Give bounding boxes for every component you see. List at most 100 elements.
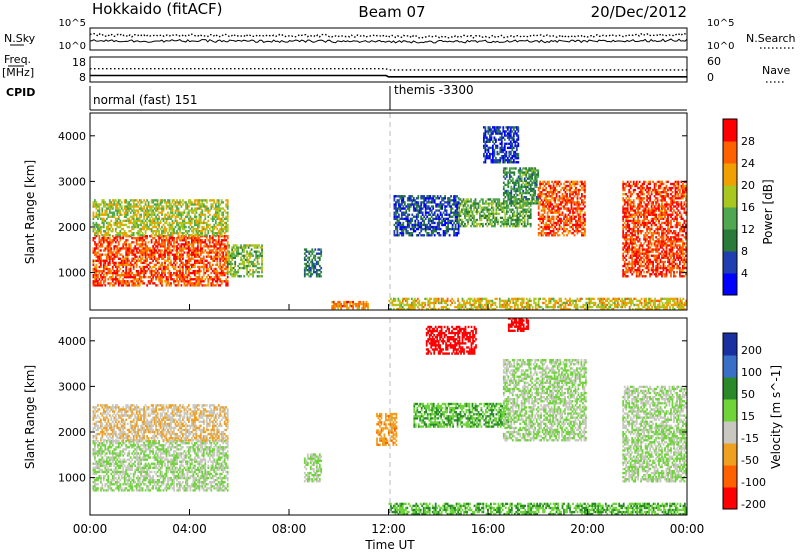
scatter-cell (489, 222, 492, 226)
scatter-cell (315, 260, 318, 264)
scatter-cell (572, 197, 574, 200)
scatter-cell (171, 201, 174, 204)
scatter-cell (427, 227, 430, 231)
scatter-cell (510, 167, 513, 170)
scatter-cell (495, 161, 497, 164)
scatter-cell (458, 212, 460, 215)
scatter-cell (146, 205, 148, 208)
scatter-cell (445, 217, 448, 221)
scatter-cell (247, 252, 250, 255)
scatter-cell (486, 144, 488, 148)
scatter-cell (176, 261, 178, 265)
scatter-cell (199, 232, 202, 235)
scatter-cell (500, 134, 503, 137)
scatter-cell (411, 232, 414, 235)
scatter-cell (523, 191, 526, 195)
scatter-cell (399, 205, 402, 208)
scatter-cell (564, 203, 567, 206)
scatter-cell (219, 245, 222, 248)
scatter-cell (173, 239, 175, 242)
scatter-cell (222, 219, 225, 223)
scatter-cell (135, 199, 138, 202)
scatter-cell (438, 225, 441, 229)
scatter-cell (438, 219, 441, 223)
scatter-cell (198, 274, 201, 277)
scatter-cell (514, 189, 517, 193)
scatter-cell (179, 259, 181, 262)
scatter-cell (447, 197, 449, 200)
scatter-cell (105, 211, 108, 214)
scatter-cell (123, 215, 126, 218)
scatter-cell (168, 234, 171, 237)
scatter-cell (436, 209, 439, 212)
scatter-cell (162, 207, 165, 210)
scatter-cell (497, 159, 500, 162)
scatter-cell (182, 265, 184, 269)
scatter-cell (210, 257, 213, 260)
scatter-cell (168, 274, 171, 277)
scatter-cell (110, 201, 113, 204)
scatter-cell (516, 222, 519, 226)
scatter-cell (505, 220, 508, 224)
scatter-cell (570, 219, 573, 223)
scatter-cell (493, 148, 496, 152)
scatter-cell (120, 221, 123, 225)
scatter-cell (570, 207, 573, 210)
scatter-cell (491, 206, 493, 209)
scatter-cell (231, 273, 234, 276)
scatter-cell (514, 179, 517, 182)
scatter-cell (173, 203, 175, 206)
scatter-cell (231, 252, 234, 255)
scatter-cell (191, 207, 193, 210)
scatter-cell (144, 232, 147, 235)
scatter-cell (138, 274, 141, 277)
scatter-cell (161, 201, 163, 204)
scatter-cell (505, 202, 508, 205)
scatter-cell (152, 251, 154, 254)
scatter-cell (141, 257, 144, 260)
scatter-cell (194, 239, 196, 242)
scatter-cell (315, 275, 318, 278)
scatter-cell (188, 257, 190, 260)
scatter-cell (179, 211, 181, 214)
scatter-cell (111, 215, 114, 218)
scatter-cell (491, 200, 493, 203)
scatter-cell (194, 201, 196, 204)
scatter-cell (625, 271, 628, 274)
scatter-cell (563, 225, 565, 229)
scatter-cell (128, 282, 131, 285)
scatter-cell (520, 183, 523, 187)
scatter-cell (454, 209, 457, 212)
scatter-cell (123, 219, 126, 223)
scatter-cell (519, 212, 522, 215)
scatter-cell (566, 215, 568, 218)
scatter-cell (504, 183, 507, 187)
scatter-cell (191, 284, 193, 287)
scatter-cell (502, 126, 505, 129)
scatter-cell (144, 249, 147, 252)
scatter-cell (185, 267, 187, 271)
scatter-cell (551, 191, 553, 194)
scatter-cell (406, 199, 409, 202)
scatter-cell (177, 209, 180, 212)
scatter-cell (102, 205, 105, 208)
scatter-cell (427, 219, 430, 223)
scatter-cell (625, 225, 628, 229)
scatter-cell (143, 199, 145, 202)
scatter-cell (228, 271, 231, 274)
scatter-cell (202, 245, 205, 248)
scatter-cell (107, 213, 110, 216)
scatter-cell (570, 180, 573, 184)
scatter-cell (208, 261, 211, 265)
scatter-cell (205, 251, 208, 254)
scatter-cell (228, 252, 231, 255)
scatter-cell (120, 282, 123, 285)
scatter-cell (94, 284, 96, 287)
scatter-cell (191, 282, 193, 285)
scatter-cell (204, 205, 207, 208)
scatter-cell (510, 196, 513, 199)
scatter-cell (134, 274, 137, 277)
scatter-cell (483, 214, 486, 218)
scatter-cell (517, 179, 520, 182)
scatter-cell (101, 213, 104, 216)
